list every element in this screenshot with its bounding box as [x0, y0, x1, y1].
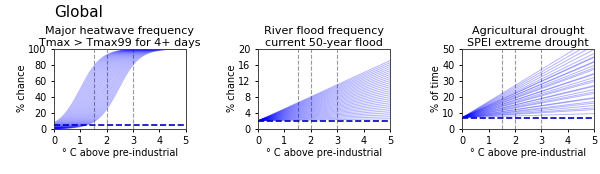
Title: Agricultural drought
SPEI extreme drought: Agricultural drought SPEI extreme drough… — [467, 26, 589, 48]
X-axis label: ° C above pre-industrial: ° C above pre-industrial — [470, 148, 586, 158]
Title: Major heatwave frequency
Tmax > Tmax99 for 4+ days: Major heatwave frequency Tmax > Tmax99 f… — [39, 26, 200, 48]
Y-axis label: % chance: % chance — [17, 65, 26, 112]
Title: River flood frequency
current 50-year flood: River flood frequency current 50-year fl… — [264, 26, 384, 48]
X-axis label: ° C above pre-industrial: ° C above pre-industrial — [62, 148, 178, 158]
Y-axis label: % of time: % of time — [431, 65, 441, 112]
Y-axis label: % chance: % chance — [227, 65, 237, 112]
Text: Global: Global — [54, 5, 103, 20]
X-axis label: ° C above pre-industrial: ° C above pre-industrial — [266, 148, 382, 158]
